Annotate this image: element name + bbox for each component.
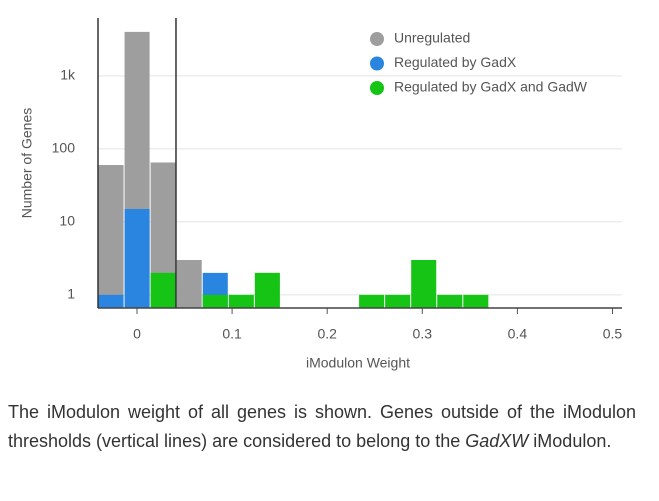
bar — [150, 272, 176, 308]
legend-label: Unregulated — [394, 30, 470, 46]
y-tick-label: 1k — [60, 67, 76, 83]
x-tick-label: 0.3 — [413, 326, 433, 342]
x-tick-label: 0.5 — [603, 326, 623, 342]
y-tick-label: 1 — [67, 286, 75, 302]
x-tick-label: 0 — [133, 326, 141, 342]
bar — [176, 259, 202, 308]
x-tick-label: 0.4 — [508, 326, 528, 342]
bar — [411, 259, 437, 308]
x-tick-label: 0.2 — [317, 326, 337, 342]
bar — [385, 294, 411, 308]
y-axis-label: Number of Genes — [19, 108, 35, 219]
legend-label: Regulated by GadX — [394, 54, 517, 70]
chart: Number of Genes iModulon Weight 1 10 100 1k… — [19, 18, 623, 371]
caption-end: iModulon. — [528, 431, 612, 451]
bar — [254, 272, 280, 308]
caption-text: The iModulon weight of all genes is show… — [8, 402, 636, 451]
bar — [437, 294, 463, 308]
legend-label: Regulated by GadX and GadW — [394, 79, 588, 95]
bar — [359, 294, 385, 308]
legend-marker — [370, 81, 384, 95]
bar — [124, 208, 150, 308]
caption-emphasis: GadXW — [465, 431, 529, 451]
bar — [98, 165, 124, 308]
bar — [463, 294, 489, 308]
bar — [202, 294, 228, 308]
bar — [228, 294, 254, 308]
legend-marker — [370, 56, 384, 71]
x-tick-label: 0.1 — [222, 326, 242, 342]
caption: The iModulon weight of all genes is show… — [8, 398, 636, 456]
bar — [98, 294, 124, 308]
y-tick-label: 10 — [59, 213, 75, 229]
legend-marker — [370, 32, 384, 46]
y-tick-label: 100 — [52, 140, 76, 156]
x-axis-label: iModulon Weight — [306, 355, 410, 371]
